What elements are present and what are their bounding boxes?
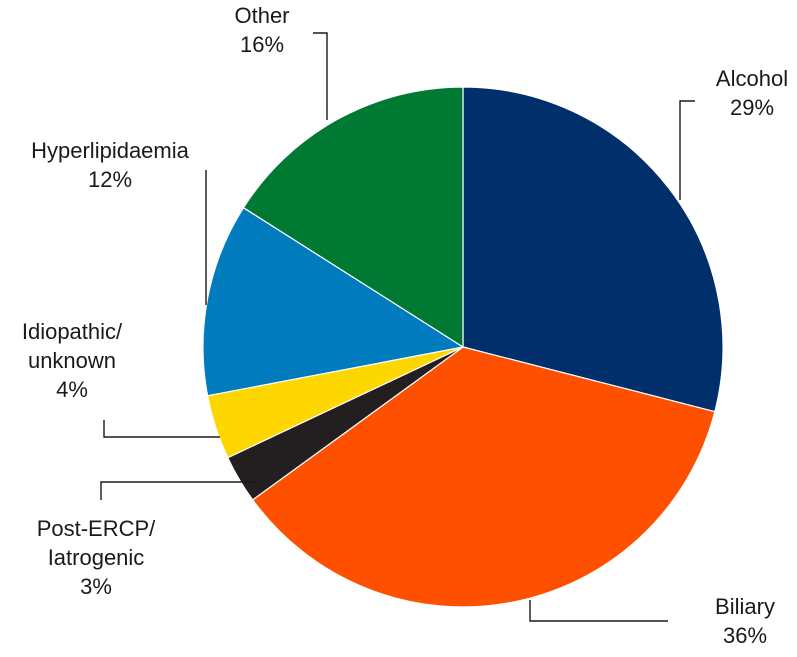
leader-line-alcohol bbox=[679, 100, 695, 200]
slice-percent-idiopathic: 4% bbox=[56, 377, 88, 402]
slice-name-biliary: Biliary bbox=[715, 594, 775, 619]
slice-name-post-ercp: Post-ERCP/ bbox=[37, 516, 156, 541]
leader-line-biliary bbox=[529, 600, 668, 622]
slice-name-alcohol: Alcohol bbox=[716, 66, 788, 91]
leader-line-other bbox=[313, 32, 328, 120]
slice-percent-biliary: 36% bbox=[723, 623, 767, 648]
slice-percent-alcohol: 29% bbox=[730, 95, 774, 120]
slice-label-biliary: Biliary 36% bbox=[715, 594, 775, 648]
slice-percent-post-ercp: 3% bbox=[80, 574, 112, 599]
slice-percent-hyperlipidaemia: 12% bbox=[88, 167, 132, 192]
leader-line-idiopathic bbox=[103, 420, 220, 438]
slice-name-other: Other bbox=[234, 3, 289, 28]
slice-label-alcohol: Alcohol 29% bbox=[716, 66, 788, 120]
slice-name-idiopathic: Idiopathic/ bbox=[22, 319, 123, 344]
slice-name-hyperlipidaemia: Hyperlipidaemia bbox=[31, 138, 190, 163]
slice-name-post-ercp: Iatrogenic bbox=[48, 545, 145, 570]
pie-slice-alcohol bbox=[462, 86, 724, 413]
pie-slice-hyperlipidaemia bbox=[202, 206, 465, 397]
pie-slice-biliary bbox=[251, 346, 716, 608]
slice-label-other: Other 16% bbox=[234, 3, 289, 57]
leader-line-post-ercp bbox=[100, 481, 255, 500]
slice-percent-other: 16% bbox=[240, 32, 284, 57]
pie-slice-other bbox=[242, 86, 464, 349]
slice-label-post-ercp: Post-ERCP/Iatrogenic 3% bbox=[37, 516, 156, 599]
slice-name-idiopathic: unknown bbox=[28, 348, 116, 373]
slice-label-idiopathic: Idiopathic/unknown 4% bbox=[22, 319, 123, 402]
slice-label-hyperlipidaemia: Hyperlipidaemia 12% bbox=[31, 138, 190, 192]
